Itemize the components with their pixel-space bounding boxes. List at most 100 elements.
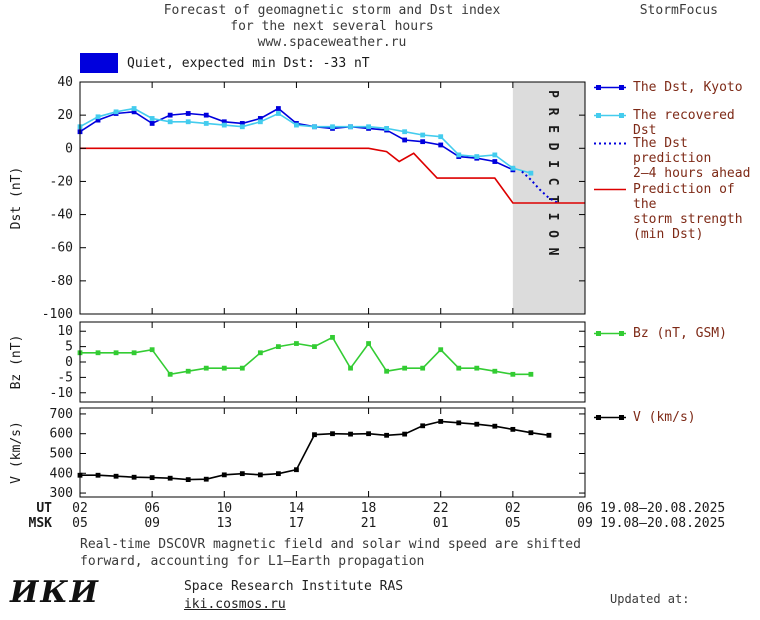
data-marker — [510, 165, 516, 171]
ut-tick-label: 22 — [433, 501, 449, 516]
msk-tick-label: 09 — [144, 516, 160, 531]
data-marker — [239, 121, 245, 126]
data-marker — [330, 431, 335, 437]
org-text: Space Research Institute RAS iki.cosmos.… — [184, 575, 403, 614]
data-marker — [185, 111, 191, 116]
data-marker — [438, 134, 444, 140]
data-marker — [167, 119, 173, 125]
data-marker — [239, 124, 245, 130]
ut-tick-label: 02 — [505, 501, 521, 516]
data-marker — [348, 431, 353, 437]
data-marker — [257, 350, 263, 356]
data-marker — [474, 365, 480, 371]
msk-date-range: 19.08–20.08.2025 — [600, 516, 725, 531]
y-tick-label: 500 — [50, 446, 73, 461]
data-marker — [384, 432, 390, 438]
prediction-band-letter: N — [545, 248, 560, 256]
data-marker — [420, 423, 426, 429]
data-marker — [492, 159, 498, 164]
prediction-band-letter: I — [545, 160, 560, 168]
data-marker — [95, 117, 101, 123]
data-marker — [456, 365, 462, 371]
msk-tick-label: 21 — [361, 516, 377, 531]
data-marker — [95, 472, 101, 478]
data-marker — [456, 420, 462, 426]
updated-at-label: Updated at: — [610, 592, 690, 606]
y-tick-label: 600 — [50, 427, 73, 442]
data-marker — [131, 106, 137, 111]
panel-frame-v — [79, 407, 586, 498]
data-marker — [275, 111, 281, 116]
msk-tick-label: 17 — [289, 516, 305, 531]
prediction-band-letter: D — [545, 143, 560, 151]
ut-tick-label: 06 — [144, 501, 160, 516]
y-tick-label: 400 — [50, 466, 73, 481]
data-marker — [167, 371, 173, 377]
data-marker — [294, 122, 299, 128]
data-marker — [366, 431, 371, 437]
panel-frame-dst — [79, 81, 586, 315]
data-marker — [203, 365, 209, 371]
prediction-band-letter: C — [545, 178, 560, 186]
data-marker — [402, 365, 408, 371]
data-marker — [113, 473, 119, 479]
footer-note: Real-time DSCOVR magnetic field and sola… — [80, 536, 581, 570]
ut-tick-label: 06 — [577, 501, 593, 516]
updated-block: Updated at: UT 02:05, 20.08.2025 MSK 05:… — [584, 562, 736, 620]
data-marker — [402, 431, 408, 437]
data-marker — [221, 365, 227, 371]
status-legend: Quiet, expected min Dst: -33 nT — [80, 53, 370, 73]
data-marker — [221, 472, 227, 478]
data-marker — [474, 154, 480, 159]
org-name: Space Research Institute RAS — [183, 579, 404, 594]
status-color-swatch — [80, 53, 118, 73]
data-marker — [95, 350, 101, 356]
data-marker — [492, 368, 498, 374]
footer-note-line-1: Real-time DSCOVR magnetic field and sola… — [80, 537, 581, 552]
data-marker — [402, 129, 408, 135]
panel-frame-bz — [79, 321, 586, 403]
data-marker — [384, 368, 390, 374]
title-line-2: for the next several hours — [230, 19, 434, 34]
data-marker — [131, 474, 137, 480]
data-marker — [113, 109, 119, 115]
data-marker — [203, 121, 209, 126]
data-marker — [492, 152, 498, 158]
data-marker — [420, 365, 426, 371]
data-marker — [384, 126, 390, 131]
y-tick-label: -60 — [50, 241, 73, 256]
ut-row-label: UT — [36, 501, 52, 516]
data-marker — [221, 119, 227, 125]
title-line-1: Forecast of geomagnetic storm and Dst in… — [163, 3, 501, 18]
series-prediction-of-the-storm-strength-min-dst- — [80, 147, 585, 204]
data-marker — [438, 142, 444, 148]
data-marker — [312, 432, 317, 438]
org-link[interactable]: iki.cosmos.ru — [183, 597, 286, 612]
data-marker — [420, 139, 426, 145]
ut-tick-label: 10 — [216, 501, 232, 516]
data-marker — [203, 112, 209, 118]
y-tick-label: -100 — [42, 307, 73, 322]
y-tick-label: 40 — [57, 75, 73, 90]
data-marker — [167, 475, 173, 481]
ut-tick-label: 02 — [72, 501, 88, 516]
iki-logo: ИКИ — [10, 575, 100, 610]
series-the-recovered-dst — [79, 107, 532, 174]
data-marker — [348, 124, 353, 130]
data-marker — [294, 467, 299, 473]
y-tick-label: 700 — [50, 407, 73, 422]
y-tick-label: -20 — [50, 174, 73, 189]
prediction-band-letter: E — [545, 125, 560, 133]
msk-tick-label: 13 — [216, 516, 232, 531]
data-marker — [474, 421, 480, 427]
spaceweather-link[interactable]: www.spaceweather.ru — [257, 35, 407, 50]
data-marker — [492, 423, 498, 429]
data-marker — [185, 368, 191, 374]
data-marker — [257, 116, 263, 121]
data-marker — [510, 426, 516, 432]
footer-note-line-2: forward, accounting for L1–Earth propaga… — [80, 554, 425, 569]
y-axis-label-dst: Dst (nT) — [9, 167, 24, 230]
series-v-km-s- — [80, 420, 550, 481]
y-tick-label: -40 — [50, 208, 73, 223]
